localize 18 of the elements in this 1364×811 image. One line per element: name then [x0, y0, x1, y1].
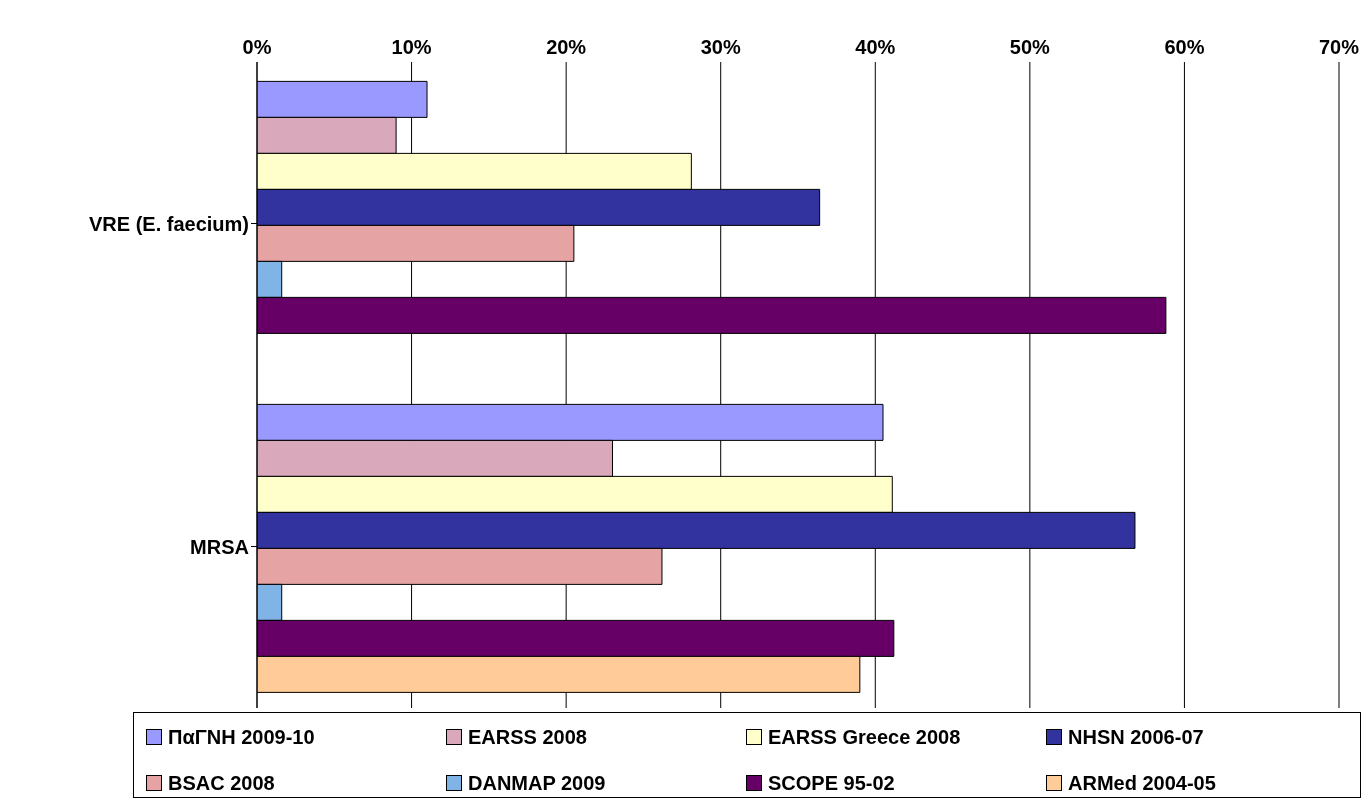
y-tick-label: VRE (E. faecium) [88, 212, 249, 235]
legend-label: BSAC 2008 [168, 771, 275, 795]
legend-label: EARSS Greece 2008 [768, 725, 961, 749]
legend-label: ΠαΓΝΗ 2009-10 [168, 725, 315, 749]
legend-label: SCOPE 95-02 [768, 771, 895, 795]
x-tick-label: 60% [1164, 36, 1205, 58]
x-tick-label: 0% [242, 36, 272, 58]
legend-label: EARSS 2008 [468, 725, 587, 749]
x-tick-label: 10% [391, 36, 432, 58]
x-tick-label: 50% [1009, 36, 1051, 58]
x-tick-label: 40% [855, 36, 896, 58]
y-tick-label: MRSA [190, 535, 249, 558]
x-tick-label: 30% [700, 36, 741, 58]
x-tick-label: 70% [1318, 36, 1360, 58]
x-tick-label: 20% [546, 36, 587, 58]
legend-label: DANMAP 2009 [468, 771, 606, 795]
legend-label: ARMed 2004-05 [1068, 771, 1216, 795]
legend-label: NHSN 2006-07 [1068, 725, 1204, 749]
